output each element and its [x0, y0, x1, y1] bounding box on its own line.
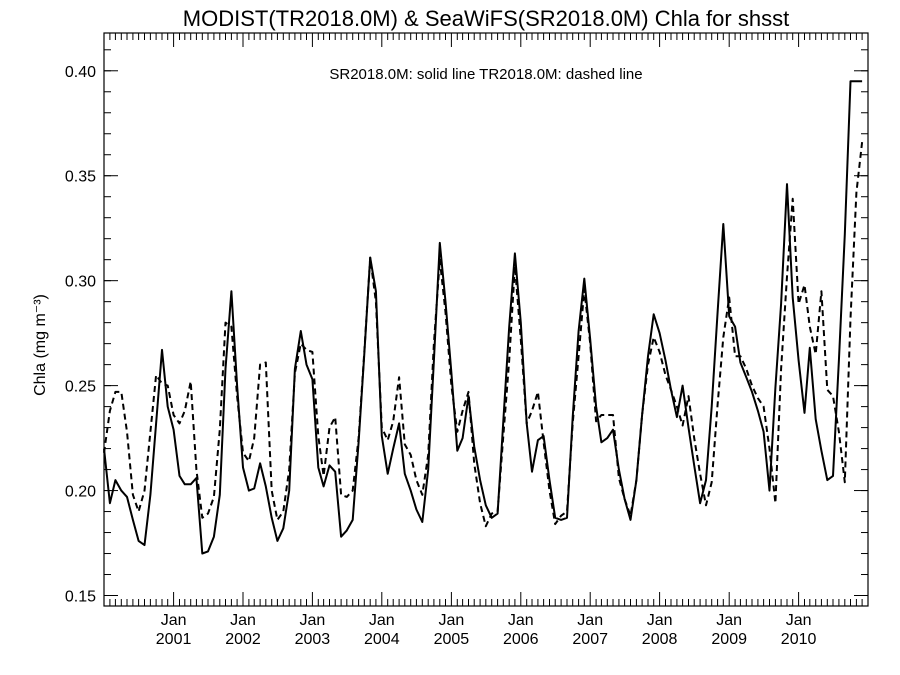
tick-labels: 0.15 0.20 0.25 0.30 0.35 0.40 Jan 2001 Jan 2002 Ja…	[65, 64, 817, 648]
x-tick-month-label: Jan	[438, 612, 464, 629]
series-sr2018-solid-line	[103, 80, 863, 555]
x-tick-month-label: Jan	[508, 612, 534, 629]
x-tick-month-label: Jan	[161, 612, 187, 629]
x-tick-year-label: 2008	[642, 631, 678, 648]
x-tick-year-label: 2001	[156, 631, 192, 648]
y-tick-label: 0.25	[65, 379, 96, 396]
y-tick-label: 0.40	[65, 64, 96, 81]
y-axis-label: Chla (mg m⁻³)	[32, 294, 49, 396]
x-tick-year-label: 2003	[295, 631, 331, 648]
y-tick-label: 0.20	[65, 484, 96, 501]
x-tick-month-label: Jan	[230, 612, 256, 629]
line-style-annotation: SR2018.0M: solid line TR2018.0M: dashed …	[329, 66, 642, 83]
x-tick-month-label: Jan	[369, 612, 395, 629]
axis-ticks	[103, 33, 868, 606]
series-tr2018-dashed-line	[103, 141, 864, 528]
x-tick-month-label: Jan	[647, 612, 673, 629]
y-tick-label: 0.15	[65, 589, 96, 606]
x-tick-year-label: 2010	[781, 631, 817, 648]
y-tick-label: 0.35	[65, 169, 96, 186]
plot-frame	[103, 32, 869, 607]
x-tick-year-label: 2009	[711, 631, 747, 648]
chart-title: MODIST(TR2018.0M) & SeaWiFS(SR2018.0M) C…	[183, 6, 789, 31]
x-tick-year-label: 2002	[225, 631, 261, 648]
x-tick-month-label: Jan	[716, 612, 742, 629]
x-tick-month-label: Jan	[299, 612, 325, 629]
series-lines	[103, 80, 864, 555]
x-tick-year-label: 2006	[503, 631, 539, 648]
x-tick-year-label: 2007	[572, 631, 608, 648]
x-tick-year-label: 2005	[434, 631, 470, 648]
x-tick-month-label: Jan	[786, 612, 812, 629]
x-tick-month-label: Jan	[577, 612, 603, 629]
x-tick-year-label: 2004	[364, 631, 400, 648]
y-tick-label: 0.30	[65, 274, 96, 291]
